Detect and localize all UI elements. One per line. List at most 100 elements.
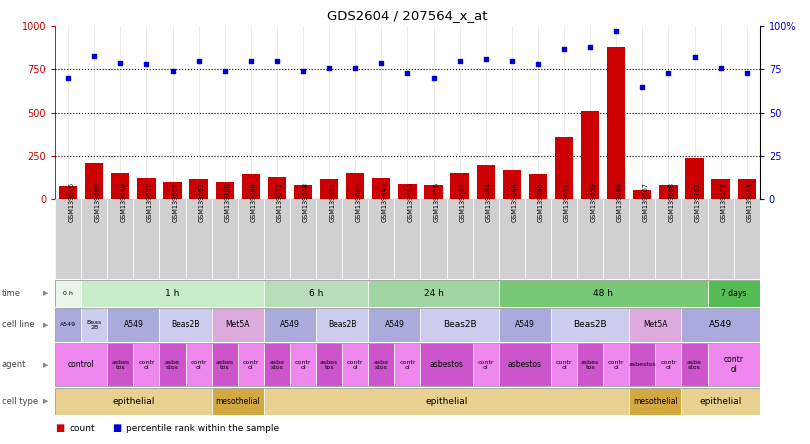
Point [322,64,335,71]
Text: GSM139661: GSM139661 [198,182,205,222]
Bar [555,137,573,199]
Bar [160,343,185,386]
Point [192,57,205,64]
Point [62,75,75,82]
Text: GSM139668: GSM139668 [668,182,675,222]
Text: contr
ol: contr ol [347,360,364,370]
Bar [420,308,499,341]
Text: contr
ol: contr ol [139,360,155,370]
Text: GSM139666: GSM139666 [616,182,622,222]
Bar [629,199,655,279]
Text: Met5A: Met5A [225,320,250,329]
Point [296,67,309,75]
Bar [681,388,760,415]
Bar [316,308,369,341]
Bar [185,343,211,386]
Bar [369,308,420,341]
Text: cell line: cell line [2,320,34,329]
Bar [264,280,369,307]
Text: GSM139660: GSM139660 [94,182,100,222]
Bar [420,343,473,386]
Bar [81,199,107,279]
Bar [264,388,629,415]
Bar [294,185,312,199]
Point [688,54,701,61]
Text: asbestos: asbestos [629,362,656,367]
Text: GSM139640: GSM139640 [121,182,126,222]
Bar [107,199,134,279]
Point [375,59,388,66]
Bar [55,343,107,386]
Text: GSM139648: GSM139648 [303,182,309,222]
Text: contr
ol: contr ol [477,360,494,370]
Text: GSM139669: GSM139669 [251,182,257,222]
Bar [529,174,547,199]
Point [140,61,153,68]
Text: contr
ol: contr ol [608,360,625,370]
Text: asbes
tos: asbes tos [320,360,339,370]
Bar [499,199,525,279]
Bar [499,280,708,307]
Text: epithelial: epithelial [700,396,742,406]
Text: ■: ■ [112,423,121,433]
Bar [577,199,603,279]
Text: ▶: ▶ [44,398,49,404]
Bar [708,199,734,279]
Bar [238,199,264,279]
Bar [450,173,469,199]
Text: asbes
tos: asbes tos [111,360,130,370]
Bar [316,199,342,279]
Bar [681,308,760,341]
Bar [320,178,339,199]
Bar [160,308,211,341]
Bar [55,308,81,341]
Bar [577,343,603,386]
Bar [685,158,704,199]
Text: Beas
2B: Beas 2B [87,320,102,330]
Point [557,45,570,52]
Bar [290,343,316,386]
Bar [134,199,160,279]
Bar [476,165,495,199]
Bar [85,163,104,199]
Bar [346,173,364,199]
Bar [681,343,708,386]
Text: GSM139646: GSM139646 [68,182,75,222]
Bar [681,199,708,279]
Text: Beas2B: Beas2B [328,320,356,329]
Point [245,57,258,64]
Text: contr
ol: contr ol [723,355,744,374]
Bar [134,343,160,386]
Bar [399,184,416,199]
Bar [394,199,420,279]
Bar [655,343,681,386]
Bar [446,199,473,279]
Text: ■: ■ [55,423,64,433]
Bar [160,199,185,279]
Point [636,83,649,91]
Bar [551,199,577,279]
Bar [420,199,446,279]
Bar [81,280,264,307]
Text: asbe
stos: asbe stos [374,360,389,370]
Text: epithelial: epithelial [425,396,467,406]
Bar [629,388,681,415]
Bar [55,199,81,279]
Bar [499,343,551,386]
Bar [607,47,625,199]
Bar [164,182,181,199]
Text: GSM139761: GSM139761 [694,182,701,222]
Text: A549: A549 [123,320,143,329]
Text: cell type: cell type [2,396,38,406]
Text: 24 h: 24 h [424,289,443,298]
Text: asbestos: asbestos [429,360,463,369]
Text: mesothelial: mesothelial [215,396,260,406]
Bar [268,177,286,199]
Text: GSM139649: GSM139649 [747,182,752,222]
Bar [238,343,264,386]
Bar [137,178,156,199]
Bar [629,308,681,341]
Bar [473,343,499,386]
Text: GSM139760: GSM139760 [224,182,231,222]
Text: agent: agent [2,360,26,369]
